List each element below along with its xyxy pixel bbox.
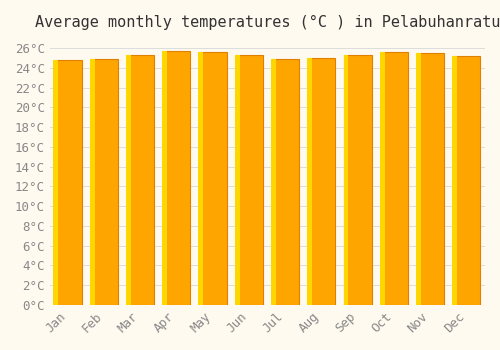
Bar <box>54 60 82 305</box>
Bar <box>452 56 457 305</box>
Bar <box>198 52 203 305</box>
Bar <box>236 55 263 305</box>
Bar <box>380 52 384 305</box>
Bar <box>90 59 94 305</box>
Bar <box>126 55 131 305</box>
Bar <box>163 51 190 305</box>
Bar <box>308 58 336 305</box>
Bar <box>234 55 240 305</box>
Bar <box>127 55 154 305</box>
Bar <box>272 59 299 305</box>
Bar <box>200 52 226 305</box>
Bar <box>307 58 312 305</box>
Bar <box>271 59 276 305</box>
Title: Average monthly temperatures (°C ) in Pelabuhanratu: Average monthly temperatures (°C ) in Pe… <box>34 15 500 30</box>
Bar <box>54 60 59 305</box>
Bar <box>417 53 444 305</box>
Bar <box>344 55 372 305</box>
Bar <box>416 53 421 305</box>
Bar <box>90 59 118 305</box>
Bar <box>380 52 408 305</box>
Bar <box>454 56 480 305</box>
Bar <box>344 55 348 305</box>
Bar <box>162 51 167 305</box>
